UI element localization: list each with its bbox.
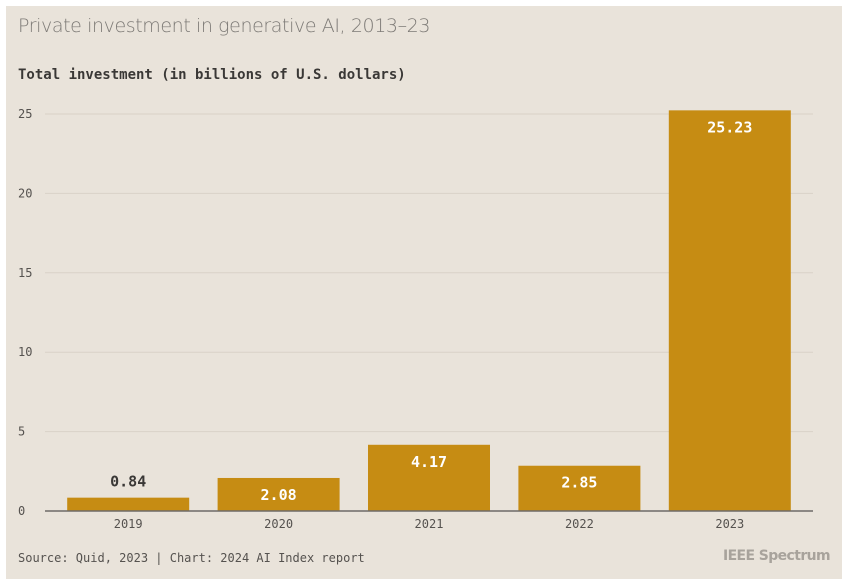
y-tick-label: 15	[18, 266, 32, 280]
bar	[217, 477, 340, 511]
bar	[67, 497, 190, 511]
data-label: 2.08	[261, 486, 297, 504]
x-tick-label: 2020	[264, 517, 293, 531]
y-tick-label: 20	[18, 186, 32, 200]
data-label: 4.17	[411, 453, 447, 471]
y-tick-label: 0	[18, 504, 25, 518]
chart-title: Private investment in generative AI, 201…	[18, 15, 431, 37]
bar	[368, 444, 490, 511]
data-label: 2.85	[561, 474, 597, 492]
x-tick-label: 2019	[114, 517, 143, 531]
ieee-spectrum-logo: IEEE Spectrum	[722, 548, 831, 564]
data-label: 0.84	[110, 473, 146, 491]
bar	[668, 110, 791, 512]
y-tick-label: 10	[18, 345, 32, 359]
x-tick-label: 2023	[715, 517, 744, 531]
y-axis-title: Total investment (in billions of U.S. do…	[18, 67, 406, 83]
x-tick-label: 2021	[415, 517, 444, 531]
bar	[518, 465, 641, 511]
y-tick-label: 25	[18, 107, 32, 121]
x-tick-label: 2022	[565, 517, 594, 531]
chart-source: Source: Quid, 2023 | Chart: 2024 AI Inde…	[18, 551, 365, 565]
data-label: 25.23	[707, 118, 752, 136]
y-tick-label: 5	[18, 425, 25, 439]
